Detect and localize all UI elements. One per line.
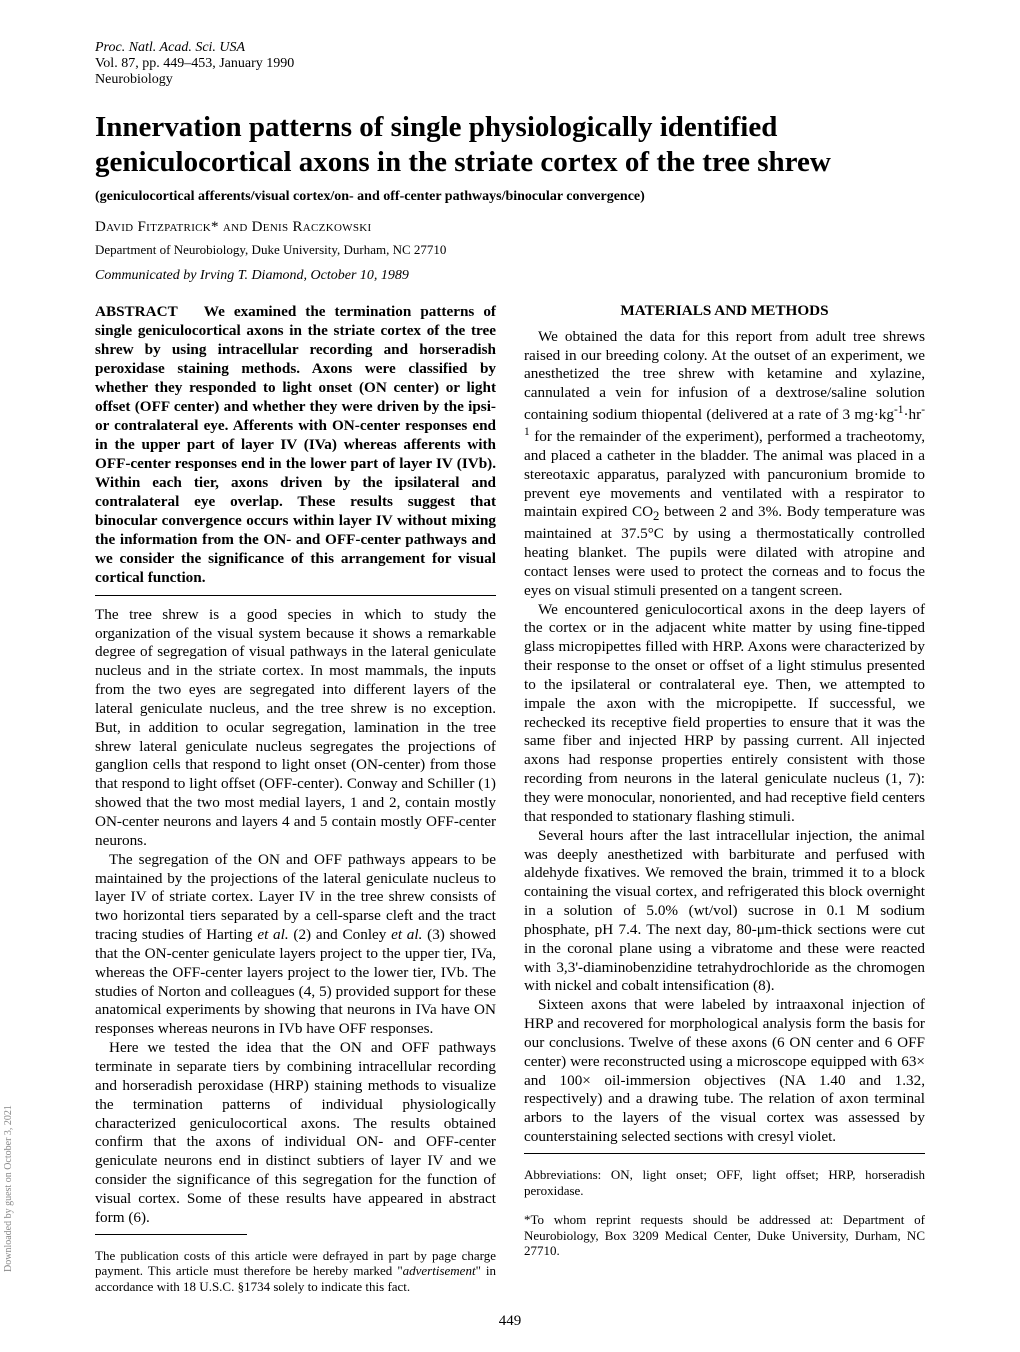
download-watermark: Downloaded by guest on October 3, 2021 bbox=[3, 1105, 14, 1272]
abstract-block: ABSTRACTWe examined the termination patt… bbox=[95, 302, 496, 587]
journal-name: Proc. Natl. Acad. Sci. USA bbox=[95, 40, 925, 56]
affiliation-line: Department of Neurobiology, Duke Univers… bbox=[95, 242, 925, 258]
keywords-line: (geniculocortical afferents/visual corte… bbox=[95, 189, 925, 205]
methods-p4: Sixteen axons that were labeled by intra… bbox=[524, 996, 925, 1147]
footnote-abbrev: Abbreviations: ON, light onset; OFF, lig… bbox=[524, 1167, 925, 1199]
intro-p1: The tree shrew is a good species in whic… bbox=[95, 606, 496, 851]
footnote-correspondence: *To whom reprint requests should be addr… bbox=[524, 1212, 925, 1260]
authors-line: David Fitzpatrick* and Denis Raczkowski bbox=[95, 219, 925, 236]
abstract-text: We examined the termination patterns of … bbox=[95, 303, 496, 586]
intro-p2: The segregation of the ON and OFF pathwa… bbox=[95, 851, 496, 1039]
journal-header: Proc. Natl. Acad. Sci. USA Vol. 87, pp. … bbox=[95, 40, 925, 88]
two-column-body: ABSTRACTWe examined the termination patt… bbox=[95, 302, 925, 1312]
methods-p1: We obtained the data for this report fro… bbox=[524, 328, 925, 601]
methods-p3: Several hours after the last intracellul… bbox=[524, 827, 925, 997]
rule-before-left-footnote bbox=[95, 1234, 247, 1235]
rule-after-abstract bbox=[95, 595, 496, 596]
rule-before-right-footnote bbox=[524, 1153, 925, 1154]
footnote-left: The publication costs of this article we… bbox=[95, 1248, 496, 1296]
journal-section: Neurobiology bbox=[95, 72, 925, 88]
abstract-label: ABSTRACT bbox=[95, 303, 204, 320]
communicated-line: Communicated by Irving T. Diamond, Octob… bbox=[95, 268, 925, 284]
intro-p3: Here we tested the idea that the ON and … bbox=[95, 1039, 496, 1227]
methods-heading: MATERIALS AND METHODS bbox=[524, 302, 925, 320]
article-title: Innervation patterns of single physiolog… bbox=[95, 110, 925, 178]
methods-p2: We encountered geniculocortical axons in… bbox=[524, 601, 925, 827]
page-number: 449 bbox=[0, 1313, 1020, 1330]
journal-volume: Vol. 87, pp. 449–453, January 1990 bbox=[95, 56, 925, 72]
